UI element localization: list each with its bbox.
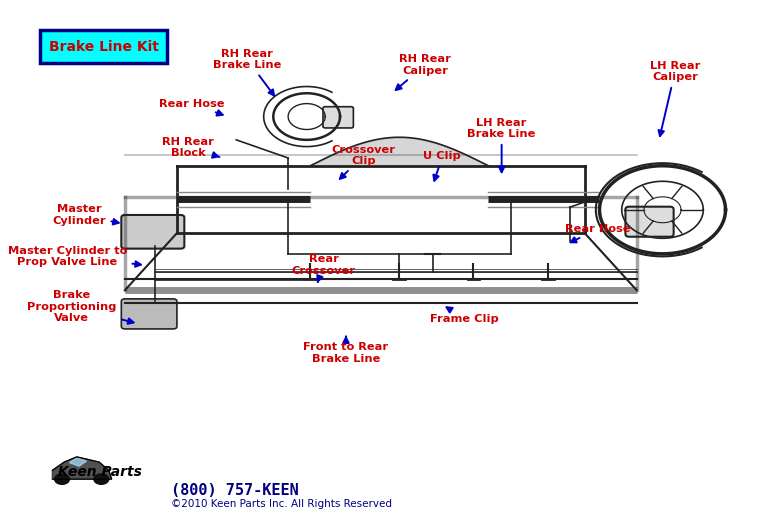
Text: LH Rear
Caliper: LH Rear Caliper	[650, 61, 700, 136]
Text: Brake
Proportioning
Valve: Brake Proportioning Valve	[27, 290, 133, 324]
Text: U Clip: U Clip	[424, 151, 461, 181]
Text: Front to Rear
Brake Line: Front to Rear Brake Line	[303, 337, 389, 364]
Text: Rear
Crossover: Rear Crossover	[292, 254, 356, 282]
Text: (800) 757-KEEN: (800) 757-KEEN	[171, 483, 299, 497]
Circle shape	[55, 474, 69, 484]
Polygon shape	[69, 458, 86, 466]
Text: Rear Hose: Rear Hose	[565, 224, 631, 242]
Polygon shape	[52, 457, 112, 479]
FancyBboxPatch shape	[323, 107, 353, 128]
Bar	[40, 30, 167, 63]
Text: RH Rear
Block: RH Rear Block	[162, 137, 219, 159]
Text: Brake Line Kit: Brake Line Kit	[49, 39, 159, 54]
FancyBboxPatch shape	[625, 207, 674, 237]
FancyBboxPatch shape	[122, 299, 177, 329]
Text: Master
Cylinder: Master Cylinder	[52, 204, 119, 226]
Text: Frame Clip: Frame Clip	[430, 307, 499, 324]
Circle shape	[94, 474, 109, 484]
Text: ©2010 Keen Parts Inc. All Rights Reserved: ©2010 Keen Parts Inc. All Rights Reserve…	[171, 499, 392, 509]
Text: LH Rear
Brake Line: LH Rear Brake Line	[467, 118, 536, 172]
Text: RH Rear
Brake Line: RH Rear Brake Line	[213, 49, 282, 95]
Text: Keen Parts: Keen Parts	[59, 465, 142, 480]
FancyBboxPatch shape	[122, 215, 184, 249]
Text: Crossover
Clip: Crossover Clip	[332, 145, 396, 179]
Text: Rear Hose: Rear Hose	[159, 98, 225, 116]
Text: Master Cylinder to
Prop Valve Line: Master Cylinder to Prop Valve Line	[8, 246, 141, 267]
Text: RH Rear
Caliper: RH Rear Caliper	[396, 54, 451, 90]
